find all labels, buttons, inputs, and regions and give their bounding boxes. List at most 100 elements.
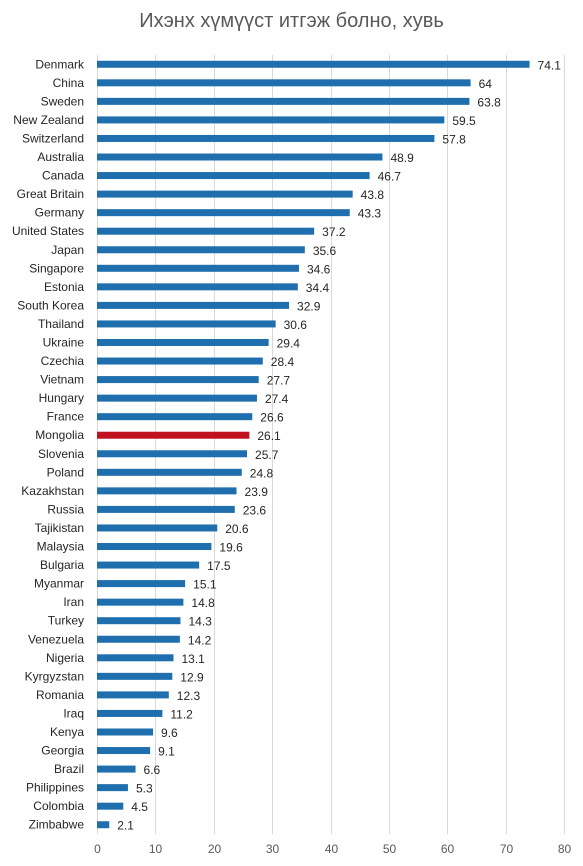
bar xyxy=(97,635,180,643)
category-label: Canada xyxy=(42,169,84,183)
category-label: Bulgaria xyxy=(40,558,84,572)
data-label: 46.7 xyxy=(378,170,402,184)
category-label: Mongolia xyxy=(35,428,84,442)
data-label: 27.7 xyxy=(267,374,291,388)
bar xyxy=(97,468,242,476)
category-label: Germany xyxy=(35,206,84,220)
category-label: Myanmar xyxy=(34,577,84,591)
bar xyxy=(97,450,248,458)
bar xyxy=(97,728,154,736)
data-label: 24.8 xyxy=(250,466,274,480)
bar xyxy=(97,209,350,217)
bar xyxy=(97,709,163,717)
data-label: 26.1 xyxy=(257,429,281,443)
bar xyxy=(97,283,298,291)
data-label: 29.4 xyxy=(277,336,301,350)
bar xyxy=(97,561,200,569)
category-label: Singapore xyxy=(29,261,84,275)
category-label: Tajikistan xyxy=(35,521,84,535)
category-label: Estonia xyxy=(44,280,84,294)
data-label: 27.4 xyxy=(265,392,289,406)
bar xyxy=(97,264,299,272)
category-label: Vietnam xyxy=(40,373,84,387)
bar xyxy=(97,376,259,384)
bar xyxy=(97,821,110,829)
data-label: 6.6 xyxy=(144,763,161,777)
category-label: Georgia xyxy=(41,744,84,758)
data-label: 37.2 xyxy=(322,225,346,239)
category-label: Kyrgyzstan xyxy=(25,669,84,683)
x-tick-label: 20 xyxy=(208,842,222,856)
data-label: 32.9 xyxy=(297,299,321,313)
category-label: Switzerland xyxy=(22,131,84,145)
data-label: 28.4 xyxy=(271,355,295,369)
data-label: 74.1 xyxy=(538,58,562,72)
data-label: 57.8 xyxy=(442,132,466,146)
data-label: 20.6 xyxy=(225,522,249,536)
category-label: Hungary xyxy=(39,391,84,405)
bar xyxy=(97,134,435,142)
data-label: 12.3 xyxy=(177,689,201,703)
bar xyxy=(97,97,470,105)
bar xyxy=(97,153,383,161)
category-label: Malaysia xyxy=(37,540,85,554)
bar xyxy=(97,320,276,328)
bar xyxy=(97,543,212,551)
category-label: Ukraine xyxy=(43,335,85,349)
data-label: 11.2 xyxy=(170,707,193,721)
category-label: France xyxy=(47,410,85,424)
category-label: Brazil xyxy=(54,762,84,776)
data-label: 43.3 xyxy=(358,207,382,221)
data-label: 14.3 xyxy=(188,615,212,629)
category-label: New Zealand xyxy=(13,113,84,127)
category-label: Venezuela xyxy=(28,632,84,646)
bar xyxy=(97,784,128,792)
bar xyxy=(97,79,471,87)
category-label: Czechia xyxy=(41,354,85,368)
data-label: 23.6 xyxy=(243,503,267,517)
bar xyxy=(97,394,257,402)
data-label: 9.6 xyxy=(161,726,178,740)
data-label: 14.2 xyxy=(188,633,212,647)
category-label: Turkey xyxy=(48,614,84,628)
category-label: China xyxy=(53,76,85,90)
bar xyxy=(97,598,184,606)
data-label: 17.5 xyxy=(207,559,231,573)
x-tick-label: 0 xyxy=(94,842,101,856)
category-label: Great Britain xyxy=(17,187,84,201)
data-label: 13.1 xyxy=(181,652,205,666)
bar xyxy=(97,654,174,662)
bar xyxy=(97,301,290,309)
category-label: Kenya xyxy=(50,725,84,739)
bar xyxy=(97,691,169,699)
category-label: Zimbabwe xyxy=(29,818,85,832)
data-label: 64 xyxy=(479,77,493,91)
bar xyxy=(97,765,136,773)
category-label: Japan xyxy=(51,243,84,257)
bar xyxy=(97,60,530,68)
data-label: 4.5 xyxy=(131,800,148,814)
x-tick-label: 70 xyxy=(500,842,514,856)
bar xyxy=(97,487,237,495)
category-label: Poland xyxy=(47,465,84,479)
bar xyxy=(97,227,315,235)
category-label: Denmark xyxy=(35,57,85,71)
category-label: Kazakhstan xyxy=(21,484,84,498)
data-label: 19.6 xyxy=(219,541,243,555)
data-label: 5.3 xyxy=(136,782,153,796)
data-label: 30.6 xyxy=(284,318,308,332)
category-label: Colombia xyxy=(33,799,84,813)
x-tick-label: 50 xyxy=(383,842,397,856)
bar xyxy=(97,672,173,680)
bar xyxy=(97,246,305,254)
bar xyxy=(97,116,445,124)
x-tick-label: 10 xyxy=(149,842,163,856)
data-label: 25.7 xyxy=(255,448,279,462)
category-label: Nigeria xyxy=(46,651,84,665)
data-label: 43.8 xyxy=(361,188,385,202)
data-label: 34.4 xyxy=(306,281,330,295)
data-label: 59.5 xyxy=(452,114,476,128)
data-label: 48.9 xyxy=(390,151,414,165)
bar xyxy=(97,413,253,421)
